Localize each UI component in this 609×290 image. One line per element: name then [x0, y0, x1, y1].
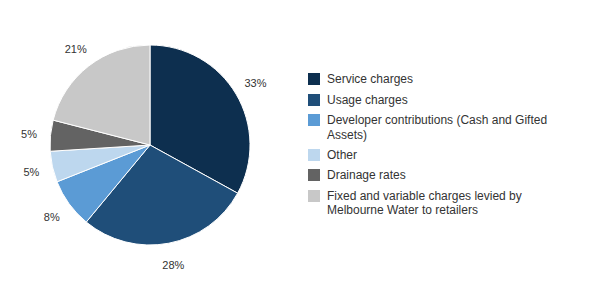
svg-text:28%: 28% [162, 259, 184, 271]
html-text:Developer contributions (Cash: Developer contributions (Cash and Gifted… [327, 113, 548, 142]
html-text:Fixed and variable charges lev: Fixed and variable charges levied by Mel… [327, 188, 522, 218]
svg-text:5%: 5% [21, 128, 37, 140]
html-text:Drainage rates: Drainage rates [327, 168, 406, 183]
html-text:Service charges: Service charges [327, 72, 413, 87]
svg-text:33%: 33% [244, 77, 266, 89]
svg-text:5%: 5% [23, 166, 39, 178]
svg-text:8%: 8% [44, 211, 60, 223]
html-text:Usage charges: Usage charges [327, 92, 408, 107]
svg-text:21%: 21% [65, 43, 87, 55]
html-text:Other: Other [327, 148, 357, 162]
